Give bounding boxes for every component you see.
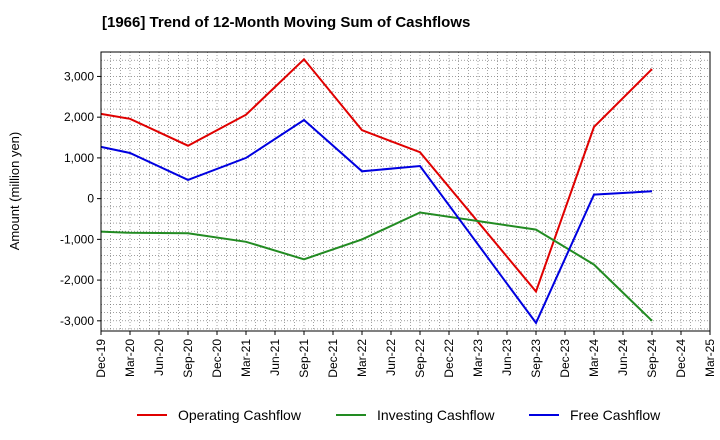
legend-label: Free Cashflow	[570, 407, 661, 423]
x-tick-label: Mar-20	[123, 339, 137, 377]
x-tick-label: Sep-24	[645, 339, 659, 378]
x-tick-label: Mar-24	[587, 339, 601, 377]
operating-cashflow-line	[100, 57, 653, 294]
y-tick-label: 1,000	[64, 151, 94, 165]
x-tick-label: Mar-23	[471, 339, 485, 377]
plot-frame	[100, 51, 711, 332]
x-tick-label: Jun-20	[152, 339, 166, 376]
x-tick-label: Mar-21	[239, 339, 253, 377]
y-axis-ticks: 3,000 2,000 1,000 0 -1,000 -2,000 -3,000	[60, 69, 101, 328]
legend-label: Operating Cashflow	[178, 407, 302, 423]
y-tick-label: 0	[87, 192, 94, 206]
free-cashflow-line	[100, 118, 653, 325]
chart-title: [1966] Trend of 12-Month Moving Sum of C…	[102, 14, 471, 31]
x-tick-label: Jun-21	[268, 339, 282, 376]
x-tick-label: Sep-23	[529, 339, 543, 378]
legend-label: Investing Cashflow	[377, 407, 495, 423]
x-axis-ticks: Dec-19 Mar-20 Jun-20 Sep-20 Dec-20 Mar-21 Jun-…	[94, 331, 717, 378]
y-tick-label: 3,000	[64, 69, 94, 83]
legend-item-operating-cashflow: Operating Cashflow	[137, 407, 302, 423]
y-tick-label: -1,000	[60, 232, 94, 246]
y-axis-title: Amount (million yen)	[7, 132, 22, 251]
series-lines	[100, 57, 653, 325]
x-tick-label: Jun-23	[500, 339, 514, 376]
x-tick-label: Mar-25	[703, 339, 717, 377]
legend-item-free-cashflow: Free Cashflow	[529, 407, 661, 423]
x-tick-label: Sep-22	[413, 339, 427, 378]
x-tick-label: Dec-19	[94, 339, 108, 378]
x-tick-label: Dec-23	[558, 339, 572, 378]
x-tick-label: Sep-20	[181, 339, 195, 378]
y-tick-label: 2,000	[64, 110, 94, 124]
x-tick-label: Dec-20	[210, 339, 224, 378]
y-tick-label: -3,000	[60, 314, 94, 328]
x-tick-label: Jun-22	[384, 339, 398, 376]
investing-cashflow-line	[100, 211, 653, 322]
y-tick-label: -2,000	[60, 273, 94, 287]
x-tick-label: Dec-22	[442, 339, 456, 378]
grid-lines	[100, 51, 711, 331]
x-tick-label: Mar-22	[355, 339, 369, 377]
legend-item-investing-cashflow: Investing Cashflow	[336, 407, 495, 423]
x-tick-label: Sep-21	[297, 339, 311, 378]
legend: Operating Cashflow Investing Cashflow Free…	[137, 407, 661, 423]
x-tick-label: Dec-21	[326, 339, 340, 378]
x-tick-label: Dec-24	[674, 339, 688, 378]
x-tick-label: Jun-24	[616, 339, 630, 376]
